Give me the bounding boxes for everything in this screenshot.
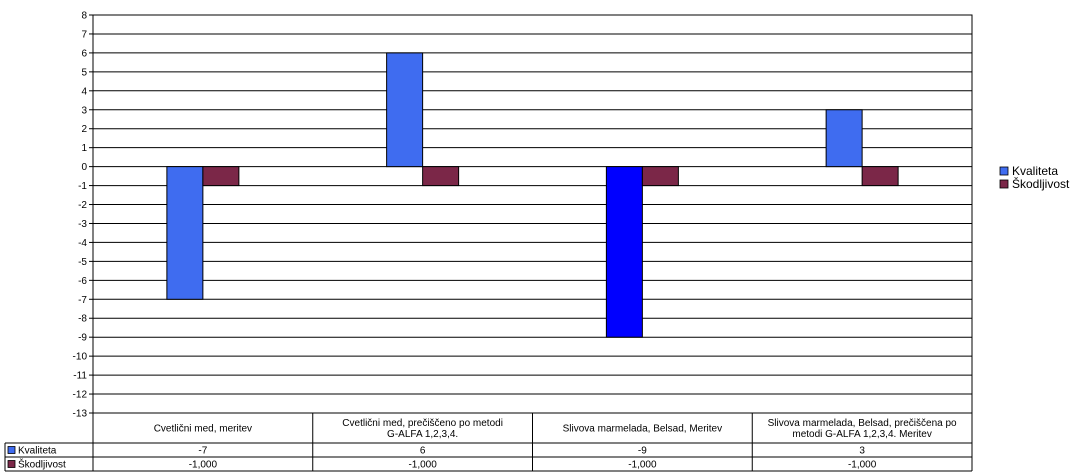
y-tick-label: 0 bbox=[81, 162, 87, 173]
y-tick-label: -11 bbox=[73, 371, 87, 382]
category-label: Cvetlični med, prečiščeno po metodi G-ALF… bbox=[342, 418, 503, 440]
y-tick-label: -5 bbox=[78, 257, 87, 268]
y-tick-label: 6 bbox=[81, 48, 87, 59]
data-table: Cvetlični med, meritev Cvetlični med, pre… bbox=[4, 413, 973, 472]
bar-kvaliteta-2 bbox=[386, 52, 424, 168]
legend-label: Kvaliteta bbox=[1012, 164, 1058, 178]
y-tick-label: -13 bbox=[73, 409, 88, 420]
table-series-name: Škodljivost bbox=[18, 458, 66, 471]
y-tick-label: -6 bbox=[78, 276, 87, 287]
bars bbox=[166, 52, 899, 338]
y-tick-label: 7 bbox=[81, 29, 87, 40]
plot-area-border bbox=[92, 14, 973, 414]
y-axis-ticks: 8 7 6 5 4 3 2 1 0 -1 -2 -3 -4 -5 -6 -7 -8 -9 -10 -11 -12 -13 bbox=[73, 11, 88, 420]
y-tick-label: -4 bbox=[78, 238, 87, 249]
bar-kvaliteta-3 bbox=[605, 166, 643, 338]
y-tick-label: -9 bbox=[78, 333, 87, 344]
table-series-name: Kvaliteta bbox=[18, 446, 57, 457]
y-tick-label: 4 bbox=[81, 86, 87, 97]
bar-kvaliteta-4 bbox=[825, 109, 863, 168]
table-value: 3 bbox=[859, 446, 865, 457]
category-label: Slivova marmelada, Belsad, Meritev bbox=[563, 424, 723, 435]
y-tick-label: 1 bbox=[81, 143, 87, 154]
table-legend-key bbox=[7, 446, 16, 454]
legend-key bbox=[999, 179, 1009, 189]
y-tick-label: -12 bbox=[73, 390, 88, 401]
y-tick-label: -1 bbox=[78, 181, 87, 192]
table-value: -7 bbox=[198, 446, 207, 457]
table-value: -1,000 bbox=[848, 460, 877, 471]
y-tick-label: 8 bbox=[81, 11, 87, 22]
axes bbox=[89, 14, 973, 414]
y-tick-label: 5 bbox=[81, 67, 87, 78]
y-tick-label: 2 bbox=[81, 124, 87, 135]
table-legend-key bbox=[7, 460, 16, 468]
legend-key bbox=[999, 166, 1009, 176]
y-tick-label: 3 bbox=[81, 105, 87, 116]
gridlines bbox=[93, 14, 972, 414]
y-tick-label: -10 bbox=[73, 352, 88, 363]
table-value: -1,000 bbox=[628, 460, 657, 471]
bar-kvaliteta-1 bbox=[166, 166, 204, 300]
y-tick-label: -3 bbox=[78, 219, 87, 230]
bar--kodljivost-2 bbox=[422, 166, 460, 187]
y-tick-label: -7 bbox=[78, 295, 87, 306]
category-label: Cvetlični med, meritev bbox=[154, 424, 252, 435]
bar--kodljivost-3 bbox=[641, 166, 679, 187]
y-tick-label: -2 bbox=[78, 200, 87, 211]
table-value: -1,000 bbox=[189, 460, 218, 471]
table-value: -1,000 bbox=[408, 460, 437, 471]
table-value: 6 bbox=[420, 446, 426, 457]
bar--kodljivost-4 bbox=[861, 166, 899, 187]
legend-label: Škodljivost bbox=[1012, 176, 1070, 191]
category-label: Slivova marmelada, Belsad, prečiščena po… bbox=[768, 418, 957, 440]
table-value: -9 bbox=[638, 446, 647, 457]
bar--kodljivost-1 bbox=[202, 166, 240, 187]
y-tick-label: -8 bbox=[78, 314, 87, 325]
